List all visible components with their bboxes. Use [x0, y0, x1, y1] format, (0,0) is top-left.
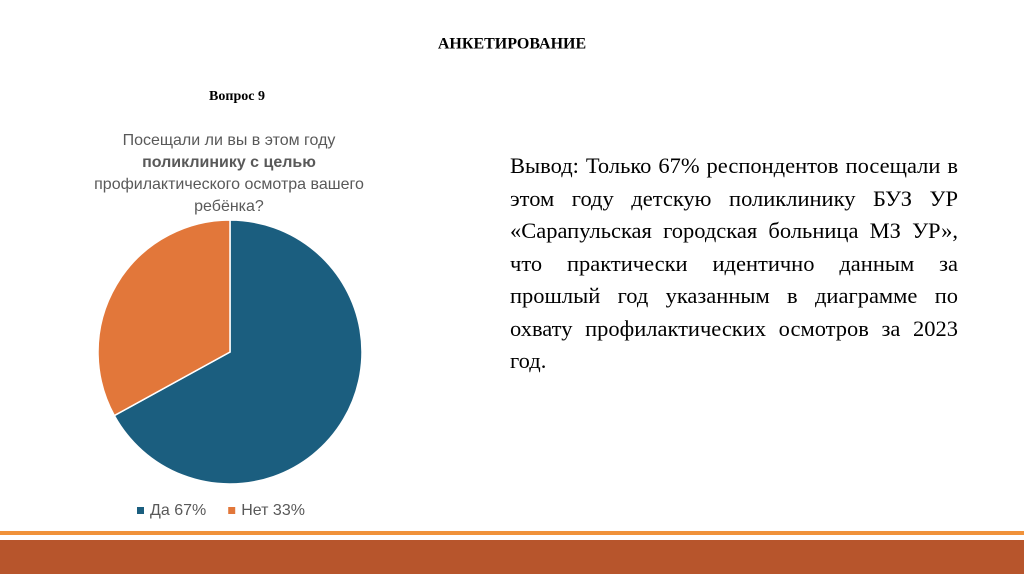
pie-slice	[113, 219, 363, 485]
footer-band	[0, 540, 1024, 574]
pie-slice	[97, 219, 231, 417]
chart-title: профилактического осмотра вашего	[94, 176, 364, 193]
conclusion: Вывод: Только 67% респондентов посещали …	[510, 153, 958, 373]
question: Вопрос 9	[209, 89, 265, 104]
slide-title: АНКЕТИРОВАНИЕ	[438, 36, 586, 53]
footer-line	[0, 531, 1024, 535]
legend-value: 33%	[273, 502, 305, 519]
chart-title: поликлинику с целью	[142, 154, 316, 171]
legend-category: Да	[150, 502, 170, 519]
chart-title: Посещали ли вы в этом году	[123, 132, 336, 149]
legend-value: 67%	[174, 502, 206, 519]
legend-label: Нет 33%	[241, 502, 305, 519]
legend-category: Нет	[241, 502, 269, 519]
chart-title: ребёнка?	[194, 198, 264, 215]
legend-swatch	[137, 507, 144, 514]
legend-label: Да 67%	[150, 502, 206, 519]
legend-swatch	[228, 507, 236, 514]
